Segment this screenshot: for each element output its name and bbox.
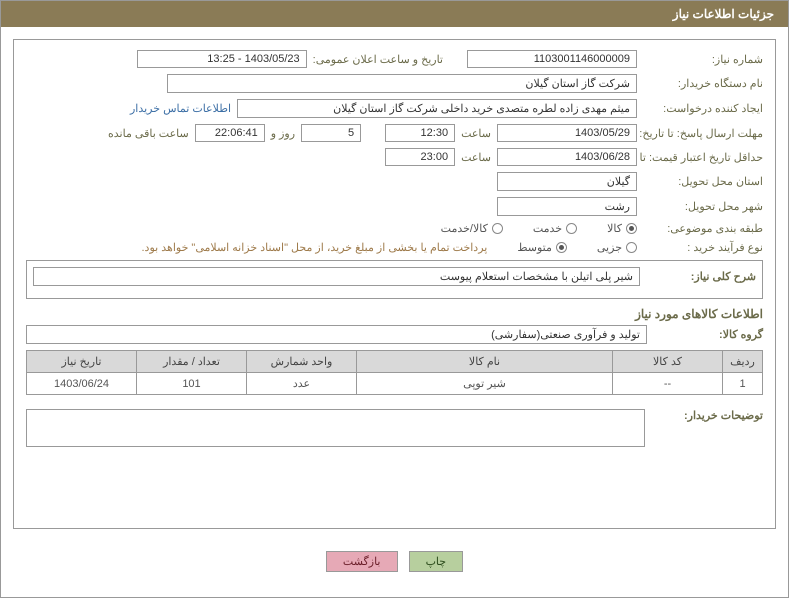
print-button[interactable]: چاپ xyxy=(409,551,464,572)
announce-datetime-label: تاریخ و ساعت اعلان عمومی: xyxy=(313,53,443,66)
row-requester: ایجاد کننده درخواست: میثم مهدی زاده لطره… xyxy=(26,99,763,118)
page-container: جزئیات اطلاعات نیاز AriaTender.net شماره… xyxy=(0,0,789,598)
days-and-label: روز و xyxy=(271,127,295,140)
table-row: 1 -- شیر توپی عدد 101 1403/06/24 xyxy=(27,373,763,395)
validity-time-label: ساعت xyxy=(461,151,491,164)
requester-label: ایجاد کننده درخواست: xyxy=(643,102,763,115)
validity-label: حداقل تاریخ اعتبار قیمت: تا تاریخ: xyxy=(643,151,763,164)
purchase-medium-radio[interactable]: متوسط xyxy=(517,241,567,254)
need-number-field: 1103001146000009 xyxy=(467,50,637,68)
cell-row: 1 xyxy=(723,373,763,395)
overall-desc-label: شرح کلی نیاز: xyxy=(646,270,756,283)
purchase-process-label: نوع فرآیند خرید : xyxy=(643,241,763,254)
need-number-label: شماره نیاز: xyxy=(643,53,763,66)
validity-time-field: 23:00 xyxy=(385,148,455,166)
deadline-time-field: 12:30 xyxy=(385,124,455,142)
row-deadline: مهلت ارسال پاسخ: تا تاریخ: 1403/05/29 سا… xyxy=(26,124,763,142)
header-title: جزئیات اطلاعات نیاز xyxy=(673,7,774,21)
payment-note: پرداخت تمام یا بخشی از مبلغ خرید، از محل… xyxy=(142,241,488,254)
category-label: طبقه بندی موضوعی: xyxy=(643,222,763,235)
deadline-time-label: ساعت xyxy=(461,127,491,140)
city-label: شهر محل تحویل: xyxy=(643,200,763,213)
buyer-org-label: نام دستگاه خریدار: xyxy=(643,77,763,90)
cell-date: 1403/06/24 xyxy=(27,373,137,395)
purchase-partial-radio[interactable]: جزیی xyxy=(597,241,637,254)
th-unit: واحد شمارش xyxy=(247,351,357,373)
category-goods-service-radio[interactable]: کالا/خدمت xyxy=(441,222,503,235)
province-label: استان محل تحویل: xyxy=(643,175,763,188)
page-header: جزئیات اطلاعات نیاز xyxy=(1,1,788,27)
category-service-radio[interactable]: خدمت xyxy=(533,222,577,235)
row-category: طبقه بندی موضوعی: کالا خدمت کالا/خدمت xyxy=(26,222,763,235)
row-group: گروه کالا: تولید و فرآوری صنعتی(سفارشی) xyxy=(26,325,763,344)
overall-desc-field: شیر پلی اتیلن با مشخصات استعلام پیوست xyxy=(33,267,640,286)
th-name: نام کالا xyxy=(357,351,613,373)
overall-desc-section: شرح کلی نیاز: شیر پلی اتیلن با مشخصات اس… xyxy=(26,260,763,299)
th-qty: تعداد / مقدار xyxy=(137,351,247,373)
deadline-label: مهلت ارسال پاسخ: تا تاریخ: xyxy=(643,127,763,140)
days-count-field: 5 xyxy=(301,124,361,142)
row-purchase-process: نوع فرآیند خرید : جزیی متوسط پرداخت تمام… xyxy=(26,241,763,254)
deadline-date-field: 1403/05/29 xyxy=(497,124,637,142)
radio-icon xyxy=(566,223,577,234)
announce-datetime-field: 1403/05/23 - 13:25 xyxy=(137,50,307,68)
category-goods-radio[interactable]: کالا xyxy=(607,222,637,235)
row-buyer-org: نام دستگاه خریدار: شرکت گاز استان گیلان xyxy=(26,74,763,93)
city-field: رشت xyxy=(497,197,637,216)
details-panel: شماره نیاز: 1103001146000009 تاریخ و ساع… xyxy=(13,39,776,529)
row-buyer-notes: توضیحات خریدار: xyxy=(26,403,763,447)
row-validity: حداقل تاریخ اعتبار قیمت: تا تاریخ: 1403/… xyxy=(26,148,763,166)
table-header-row: ردیف کد کالا نام کالا واحد شمارش تعداد /… xyxy=(27,351,763,373)
remaining-label: ساعت باقی مانده xyxy=(108,127,189,140)
cell-qty: 101 xyxy=(137,373,247,395)
row-province: استان محل تحویل: گیلان xyxy=(26,172,763,191)
validity-date-field: 1403/06/28 xyxy=(497,148,637,166)
goods-section-title: اطلاعات کالاهای مورد نیاز xyxy=(26,307,763,321)
radio-icon xyxy=(556,242,567,253)
cell-name: شیر توپی xyxy=(357,373,613,395)
footer-buttons: چاپ بازگشت xyxy=(1,541,788,582)
countdown-field: 22:06:41 xyxy=(195,124,265,142)
cell-unit: عدد xyxy=(247,373,357,395)
th-code: کد کالا xyxy=(613,351,723,373)
buyer-org-field: شرکت گاز استان گیلان xyxy=(167,74,637,93)
group-field: تولید و فرآوری صنعتی(سفارشی) xyxy=(26,325,647,344)
back-button[interactable]: بازگشت xyxy=(326,551,398,572)
radio-icon xyxy=(626,223,637,234)
radio-icon xyxy=(492,223,503,234)
row-need-number: شماره نیاز: 1103001146000009 تاریخ و ساع… xyxy=(26,50,763,68)
goods-table: ردیف کد کالا نام کالا واحد شمارش تعداد /… xyxy=(26,350,763,395)
group-label: گروه کالا: xyxy=(653,328,763,341)
province-field: گیلان xyxy=(497,172,637,191)
cell-code: -- xyxy=(613,373,723,395)
buyer-notes-label: توضیحات خریدار: xyxy=(653,403,763,422)
requester-field: میثم مهدی زاده لطره متصدی خرید داخلی شرک… xyxy=(237,99,637,118)
th-row: ردیف xyxy=(723,351,763,373)
row-city: شهر محل تحویل: رشت xyxy=(26,197,763,216)
radio-icon xyxy=(626,242,637,253)
th-date: تاریخ نیاز xyxy=(27,351,137,373)
buyer-contact-link[interactable]: اطلاعات تماس خریدار xyxy=(130,102,231,115)
buyer-notes-field xyxy=(26,409,645,447)
